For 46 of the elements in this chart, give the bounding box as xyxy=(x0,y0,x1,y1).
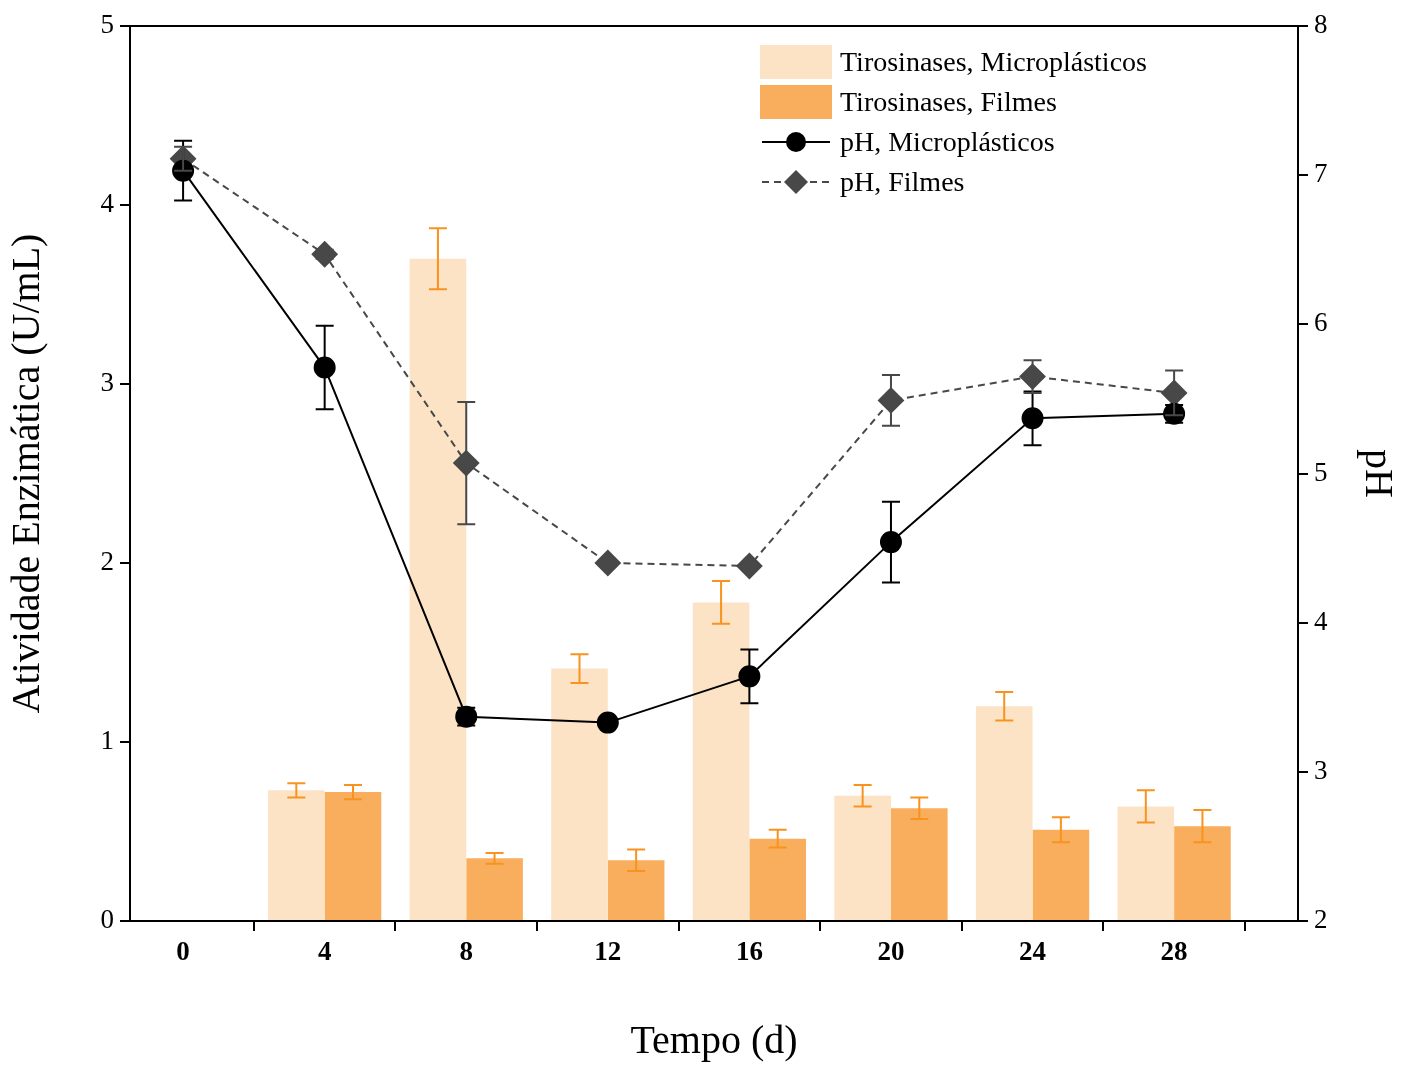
x-tick-label: 28 xyxy=(1160,936,1188,967)
y-axis-title: Atividade Enzimática (U/mL) xyxy=(2,233,48,714)
legend-label: pH, Microplásticos xyxy=(840,126,1055,158)
y-tick-label: 2 xyxy=(100,546,114,577)
bar xyxy=(692,602,750,920)
legend-label: Tirosinases, Microplásticos xyxy=(840,46,1147,78)
point xyxy=(736,552,763,579)
y2-tick-label: 4 xyxy=(1314,605,1328,636)
bar xyxy=(890,808,948,920)
bar xyxy=(1032,829,1090,920)
x-tick-label: 16 xyxy=(735,936,763,967)
y2-tick-label: 5 xyxy=(1314,456,1328,487)
y2-tick-label: 3 xyxy=(1314,754,1328,785)
bar xyxy=(551,668,608,920)
x-axis-title: Tempo (d) xyxy=(630,1016,798,1062)
bar xyxy=(749,838,807,920)
bar xyxy=(834,795,891,920)
y2-tick-label: 6 xyxy=(1314,307,1328,338)
x-tick-label: 4 xyxy=(317,936,332,967)
bar xyxy=(268,790,325,920)
x-tick-label: 24 xyxy=(1019,936,1047,967)
x-tick-label: 8 xyxy=(459,936,473,967)
y-tick-label: 1 xyxy=(100,725,114,756)
y2-tick-label: 2 xyxy=(1314,904,1328,935)
x-tick-label: 20 xyxy=(877,936,905,967)
legend-label: pH, Filmes xyxy=(840,166,965,198)
y-tick-label: 0 xyxy=(100,904,114,935)
bar xyxy=(409,258,467,920)
y-tick-label: 5 xyxy=(100,9,114,40)
bar xyxy=(324,792,382,920)
legend-label: Tirosinases, Filmes xyxy=(840,86,1057,118)
point xyxy=(596,711,619,734)
y2-axis-title: pH xyxy=(1356,449,1402,498)
y2-tick-label: 8 xyxy=(1314,9,1328,40)
bar xyxy=(975,706,1033,920)
y-tick-label: 3 xyxy=(100,367,114,398)
y2-tick-label: 7 xyxy=(1314,158,1328,189)
point xyxy=(879,531,902,554)
point xyxy=(594,550,621,576)
bar xyxy=(466,858,523,920)
bar xyxy=(1117,806,1175,920)
y-tick-label: 4 xyxy=(100,188,115,219)
bar xyxy=(1174,826,1231,920)
x-tick-label: 0 xyxy=(176,936,190,967)
x-tick-label: 12 xyxy=(594,936,622,967)
bar xyxy=(607,860,665,920)
